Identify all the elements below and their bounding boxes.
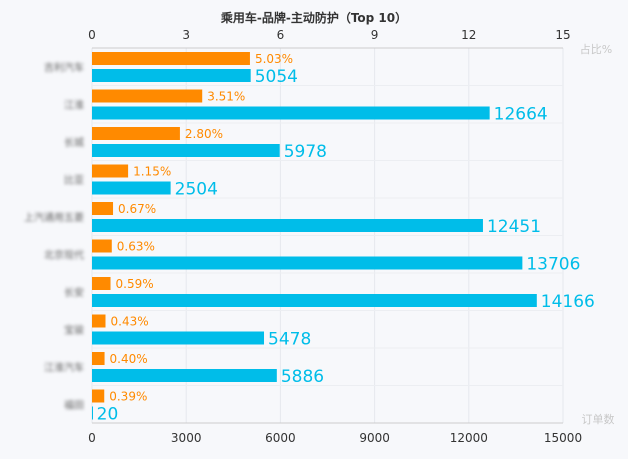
bar-count — [92, 106, 490, 120]
category-label: 福田 — [64, 398, 84, 411]
bar-count — [92, 181, 171, 195]
data-label-percent: 0.43% — [111, 315, 149, 329]
bar-percent — [92, 164, 129, 178]
top-tick-label: 0 — [88, 28, 96, 42]
bottom-axis: 0 3000 6000 9000 12000 15000 — [88, 422, 582, 445]
data-label-percent: 0.40% — [110, 352, 148, 366]
bar-percent — [92, 277, 111, 290]
bar-percent — [92, 389, 105, 403]
data-label-percent: 5.03% — [255, 52, 293, 66]
data-label-percent: 1.15% — [133, 165, 171, 179]
data-label-count: 5978 — [284, 142, 327, 162]
category-label: 吉利汽车 — [44, 61, 84, 74]
data-label-count: 5054 — [255, 67, 298, 87]
bar-count — [92, 406, 93, 420]
data-label-count: 20 — [97, 405, 119, 425]
bar-percent — [92, 127, 180, 140]
bar-count — [92, 144, 280, 157]
chart-title: 乘用车-品牌-主动防护（Top 10） — [220, 10, 407, 25]
top-tick-label: 15 — [555, 28, 570, 42]
bottom-tick-label: 0 — [88, 431, 96, 445]
bottom-tick-label: 3000 — [171, 431, 202, 445]
data-label-percent: 0.39% — [109, 390, 147, 404]
data-label-percent: 3.51% — [207, 90, 245, 104]
data-label-count: 13706 — [526, 255, 580, 275]
top-tick-label: 9 — [371, 28, 379, 42]
bottom-tick-label: 12000 — [450, 431, 488, 445]
data-label-count: 12451 — [487, 217, 541, 237]
category-label: 长安 — [64, 286, 84, 299]
top-axis: 0 3 6 9 12 15 — [88, 28, 571, 49]
category-label: 比亚 — [64, 174, 84, 186]
data-label-count: 12664 — [494, 105, 548, 125]
data-label-count: 2504 — [175, 180, 218, 200]
bar-percent — [92, 52, 250, 65]
bottom-axis-label: 订单数 — [582, 413, 615, 426]
top-tick-label: 3 — [182, 28, 190, 42]
bar-count — [92, 369, 277, 382]
category-label: 上汽通用五菱 — [24, 211, 84, 224]
bar-percent — [92, 202, 114, 215]
category-label: 长城 — [64, 137, 84, 149]
category-label: 江淮 — [64, 99, 84, 111]
bar-count — [92, 331, 265, 345]
bar-count — [92, 294, 537, 307]
category-label: 宝骏 — [64, 323, 84, 336]
data-label-count: 5478 — [268, 330, 311, 350]
data-labels: 5.03%5054 3.51% 12664 2.80% 5978 1.15% 2504 0.6… — [97, 52, 595, 425]
bottom-tick-label: 15000 — [544, 431, 582, 445]
category-label: 北京现代 — [44, 248, 84, 261]
top-axis-label: 占比% — [580, 42, 612, 56]
bar-percent — [92, 89, 203, 103]
bars — [92, 52, 537, 420]
bar-percent — [92, 314, 106, 328]
data-label-percent: 0.63% — [117, 240, 155, 254]
data-label-percent: 0.59% — [116, 277, 154, 291]
data-label-count: 5886 — [281, 367, 324, 387]
data-label-percent: 0.67% — [118, 202, 156, 216]
bar-count — [92, 256, 523, 270]
category-label: 江淮汽车 — [44, 361, 84, 374]
bar-count — [92, 69, 251, 82]
bar-percent — [92, 352, 105, 365]
data-label-percent: 2.80% — [185, 127, 223, 141]
top-tick-label: 12 — [461, 28, 476, 42]
top-tick-label: 6 — [277, 28, 285, 42]
bar-count — [92, 219, 483, 232]
data-label-count: 14166 — [541, 292, 595, 312]
bar-percent — [92, 239, 112, 253]
bottom-tick-label: 9000 — [359, 431, 390, 445]
bottom-tick-label: 6000 — [265, 431, 296, 445]
